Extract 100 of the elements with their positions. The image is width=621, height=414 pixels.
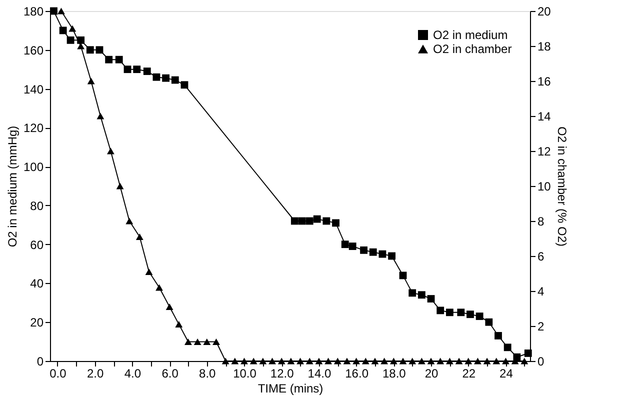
point <box>87 78 95 84</box>
point <box>457 308 465 316</box>
point <box>371 358 379 364</box>
point <box>332 219 340 227</box>
y-tick-label: 100 <box>23 160 44 174</box>
point <box>360 246 368 254</box>
point <box>388 252 396 260</box>
point <box>240 358 248 364</box>
y2-tick-label: 12 <box>538 144 552 158</box>
point <box>408 289 416 297</box>
point <box>194 338 202 345</box>
point <box>180 81 188 89</box>
point <box>290 217 298 225</box>
point <box>362 358 370 364</box>
point <box>446 358 454 364</box>
point <box>115 56 123 64</box>
x-tick-label: 18.0 <box>382 366 406 380</box>
y2-tick-label: 4 <box>538 284 544 298</box>
point <box>166 304 174 310</box>
point <box>324 358 332 364</box>
x-tick-label: 24 <box>500 366 514 380</box>
point <box>504 344 512 352</box>
point <box>203 338 211 345</box>
point <box>369 248 377 256</box>
point <box>399 272 407 280</box>
point <box>231 358 239 364</box>
point <box>427 358 435 364</box>
point <box>380 358 388 364</box>
y-tick-label: 20 <box>30 316 44 330</box>
x-tick-label: 0.0 <box>50 366 67 380</box>
point <box>68 25 76 32</box>
point <box>278 358 286 364</box>
point <box>390 358 398 364</box>
x-tick-label: 14.0 <box>308 366 332 380</box>
point <box>436 358 444 364</box>
x-tick-label: 16.0 <box>345 366 369 380</box>
point <box>96 112 104 120</box>
point <box>446 308 454 316</box>
y2-tick-label: 18 <box>538 40 552 54</box>
point <box>341 240 349 248</box>
point <box>156 284 163 291</box>
point <box>492 358 500 364</box>
y2-tick-label: 20 <box>538 4 552 18</box>
y-tick-label: 0 <box>36 354 44 368</box>
y2-tick-label: 16 <box>538 74 552 88</box>
x-tick-label: 10.0 <box>233 366 257 380</box>
y-tick-label: 40 <box>30 276 44 291</box>
point <box>171 76 179 84</box>
point <box>250 358 258 364</box>
legend-label: O2 in medium <box>433 28 508 42</box>
point <box>306 358 314 364</box>
point <box>259 358 267 364</box>
point <box>352 358 360 364</box>
y-tick-label: 80 <box>30 198 44 213</box>
y2-tick-label: 6 <box>538 250 544 264</box>
point <box>334 358 342 364</box>
point <box>116 182 124 190</box>
point <box>58 8 65 14</box>
point <box>315 358 323 364</box>
point <box>520 358 528 364</box>
point <box>184 338 192 345</box>
point <box>494 332 502 340</box>
point <box>466 310 474 318</box>
point <box>268 358 276 364</box>
point <box>124 66 132 74</box>
x-tick-label: 22 <box>462 366 476 380</box>
y2-axis-title: O2 in chamber (% O2) <box>554 126 569 247</box>
point <box>464 358 472 364</box>
point <box>152 73 160 81</box>
y-tick-label: 160 <box>23 43 44 58</box>
point <box>212 338 220 345</box>
point <box>418 291 426 299</box>
point <box>77 42 85 50</box>
point <box>296 358 304 364</box>
point <box>50 7 58 15</box>
point <box>418 358 426 364</box>
y2-tick-label: 2 <box>538 320 544 334</box>
point <box>222 358 230 364</box>
point <box>59 26 67 34</box>
point <box>175 321 183 328</box>
point <box>485 318 493 326</box>
point <box>145 268 153 275</box>
point <box>399 358 407 364</box>
point <box>313 215 321 223</box>
x-tick-label: 6.0 <box>162 366 179 380</box>
point <box>96 46 104 54</box>
y2-tick-label: 10 <box>538 180 552 194</box>
y2-tick-label: 0 <box>538 354 544 368</box>
point <box>126 218 134 224</box>
y-tick-label: 60 <box>30 238 44 252</box>
point <box>298 217 306 225</box>
y2-tick-label: 14 <box>538 110 552 124</box>
point <box>436 306 444 314</box>
point <box>306 217 314 225</box>
x-tick-label: 20 <box>424 366 439 380</box>
x-tick-label: 2.0 <box>86 366 104 380</box>
y2-tick-label: 8 <box>538 214 544 228</box>
y-tick-label: 140 <box>23 82 44 96</box>
point <box>427 295 435 302</box>
point <box>143 68 151 75</box>
